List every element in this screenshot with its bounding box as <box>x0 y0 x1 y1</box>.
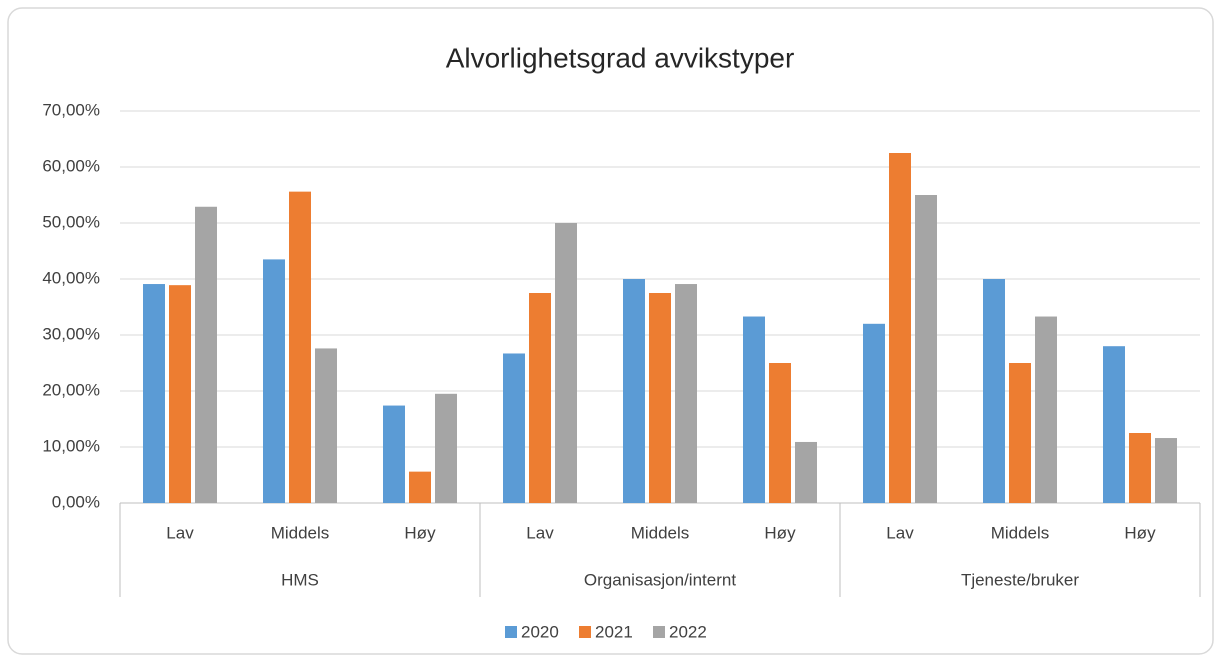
bar <box>623 279 645 503</box>
bar <box>1009 363 1031 503</box>
x-tick-label: Middels <box>991 523 1050 542</box>
bar <box>529 293 551 503</box>
legend-label: 2021 <box>595 622 633 641</box>
bar <box>315 348 337 503</box>
bar <box>743 316 765 503</box>
bar <box>1103 346 1125 503</box>
bar <box>915 195 937 503</box>
bar <box>1155 438 1177 503</box>
bar <box>649 293 671 503</box>
legend-swatch <box>653 626 665 638</box>
y-tick-label: 60,00% <box>42 156 100 175</box>
bar <box>409 471 431 503</box>
y-tick-label: 20,00% <box>42 380 100 399</box>
x-tick-label: Lav <box>166 523 194 542</box>
y-tick-label: 0,00% <box>52 492 100 511</box>
x-tick-label: Middels <box>271 523 330 542</box>
chart-title: Alvorlighetsgrad avvikstyper <box>446 42 795 73</box>
bar <box>675 284 697 503</box>
x-group-label: HMS <box>281 570 319 589</box>
bar <box>435 393 457 503</box>
bar <box>795 441 817 503</box>
x-tick-label: Lav <box>886 523 914 542</box>
legend-label: 2020 <box>521 622 559 641</box>
bar <box>889 153 911 503</box>
bar <box>555 223 577 503</box>
y-tick-label: 50,00% <box>42 212 100 231</box>
y-tick-label: 70,00% <box>42 100 100 119</box>
x-tick-label: Høy <box>404 523 436 542</box>
bar <box>169 285 191 503</box>
legend-swatch <box>505 626 517 638</box>
x-group-label: Organisasjon/internt <box>584 570 736 589</box>
y-tick-label: 30,00% <box>42 324 100 343</box>
bar <box>143 284 165 503</box>
x-tick-label: Lav <box>526 523 554 542</box>
x-tick-label: Høy <box>1124 523 1156 542</box>
x-tick-label: Høy <box>764 523 796 542</box>
bar <box>1129 433 1151 503</box>
bar <box>383 405 405 503</box>
bar <box>1035 316 1057 503</box>
x-tick-label: Middels <box>631 523 690 542</box>
bar <box>863 323 885 503</box>
legend-swatch <box>579 626 591 638</box>
y-tick-label: 10,00% <box>42 436 100 455</box>
bar <box>195 206 217 503</box>
bar <box>503 353 525 503</box>
bar <box>769 363 791 503</box>
bar <box>289 191 311 503</box>
x-group-label: Tjeneste/bruker <box>961 570 1079 589</box>
bar <box>263 259 285 503</box>
y-tick-label: 40,00% <box>42 268 100 287</box>
legend-label: 2022 <box>669 622 707 641</box>
bar <box>983 279 1005 503</box>
